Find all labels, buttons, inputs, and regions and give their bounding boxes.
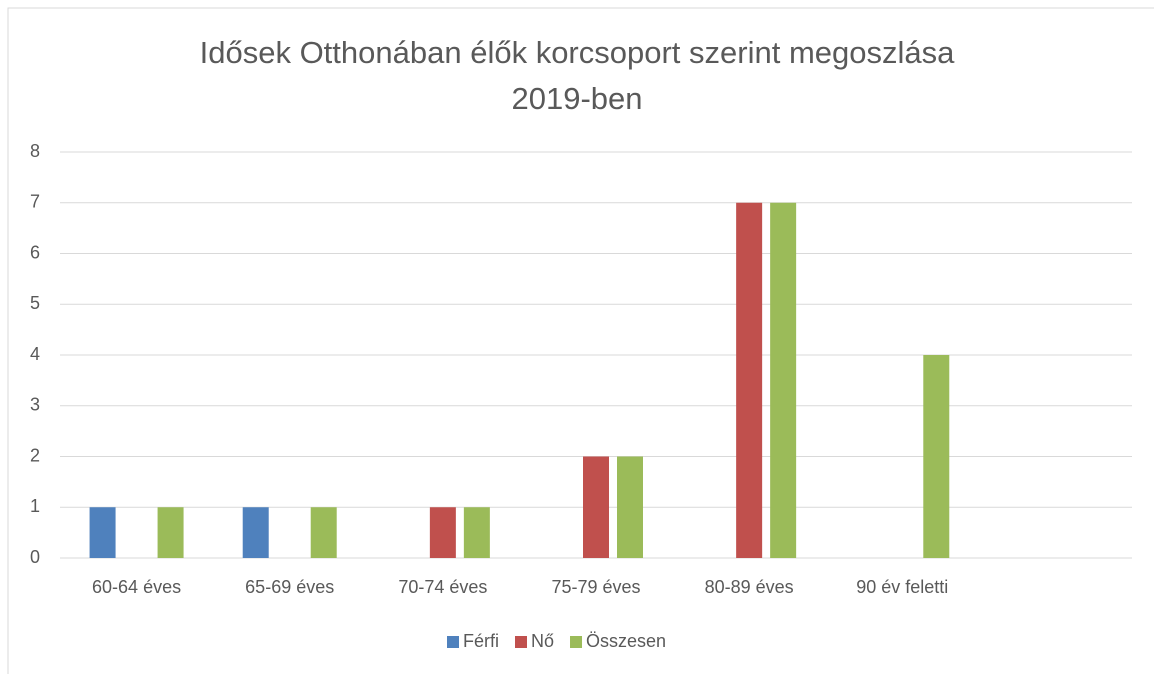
bar xyxy=(923,355,950,558)
y-tick-label: 0 xyxy=(30,547,40,567)
bar xyxy=(736,202,763,558)
y-tick-label: 2 xyxy=(30,445,40,465)
x-tick-label: 90 év feletti xyxy=(856,577,948,597)
y-tick-label: 8 xyxy=(30,141,40,161)
x-tick-label: 70-74 éves xyxy=(398,577,487,597)
x-tick-label: 75-79 éves xyxy=(551,577,640,597)
bar xyxy=(89,507,116,558)
bar xyxy=(429,507,456,558)
bar xyxy=(770,202,797,558)
legend-swatch xyxy=(515,636,527,648)
y-tick-label: 4 xyxy=(30,344,40,364)
bar xyxy=(463,507,490,558)
bar xyxy=(242,507,269,558)
x-tick-label: 65-69 éves xyxy=(245,577,334,597)
legend-label: Nő xyxy=(531,631,554,651)
y-tick-label: 6 xyxy=(30,242,40,262)
y-tick-label: 7 xyxy=(30,192,40,212)
legend-swatch xyxy=(570,636,583,648)
y-tick-label: 1 xyxy=(30,496,40,516)
bar xyxy=(310,507,337,558)
bar xyxy=(617,456,643,558)
y-tick-label: 5 xyxy=(30,293,40,313)
chart-title: Idősek Otthonában élők korcsoport szerin… xyxy=(199,35,955,116)
y-tick-label: 3 xyxy=(30,395,40,415)
chart-border xyxy=(7,7,1154,674)
bar xyxy=(157,507,184,558)
x-tick-label: 80-89 éves xyxy=(705,577,794,597)
x-tick-label: 60-64 éves xyxy=(92,577,181,597)
legend-swatch xyxy=(447,636,459,648)
legend-label: Férfi xyxy=(463,631,499,651)
bar xyxy=(583,456,609,558)
legend-label: Összesen xyxy=(586,631,666,651)
